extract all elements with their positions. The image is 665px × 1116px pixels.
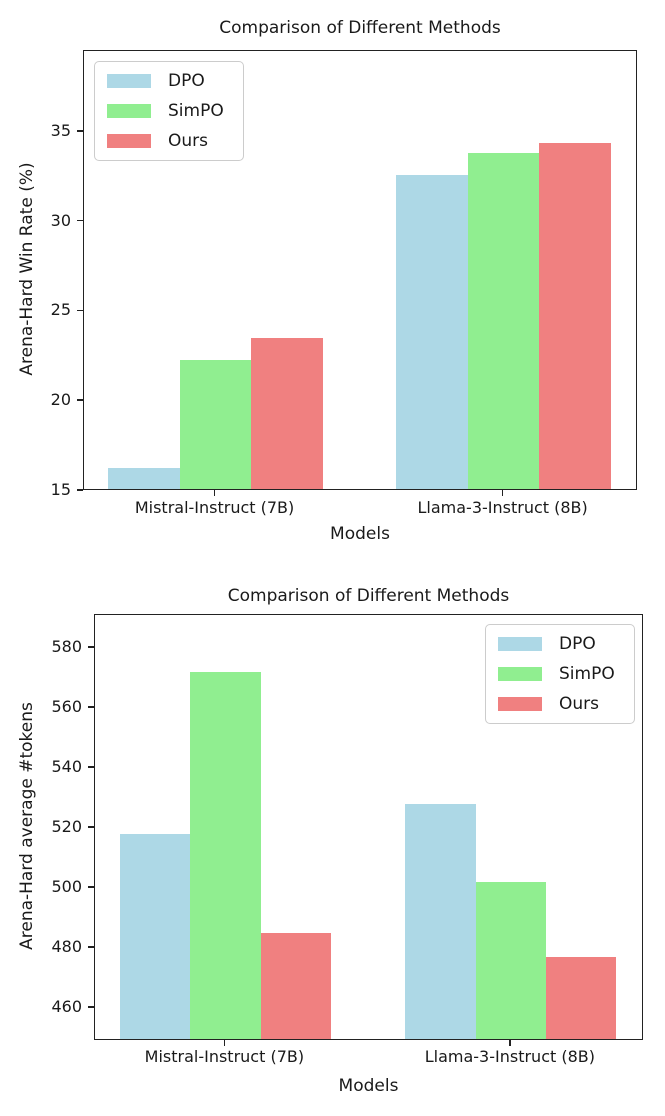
y-tick-label: 560 <box>51 697 82 716</box>
y-tick-mark <box>77 130 83 132</box>
bar-simpo-mistral <box>190 672 261 1039</box>
bar-ours-llama3 <box>546 957 617 1039</box>
y-tick-mark <box>88 1006 94 1008</box>
x-tick-label: Llama-3-Instruct (8B) <box>424 1047 595 1066</box>
y-tick-mark <box>88 946 94 948</box>
legend-label: Ours <box>168 131 209 151</box>
legend-swatch-icon <box>107 134 151 148</box>
legend-item-simpo: SimPO <box>498 664 622 684</box>
bar-simpo-mistral <box>179 359 252 489</box>
chart-title: Comparison of Different Methods <box>227 586 510 606</box>
y-axis-label: Arena-Hard Win Rate (%) <box>17 162 37 376</box>
bar-ours-mistral <box>260 933 331 1039</box>
y-tick-mark <box>88 886 94 888</box>
x-tick-label: Llama-3-Instruct (8B) <box>417 498 588 517</box>
y-tick-mark <box>77 219 83 222</box>
y-tick-label: 500 <box>51 877 82 896</box>
bar-simpo-llama3 <box>475 882 546 1039</box>
legend-swatch-icon <box>107 74 151 88</box>
legend-item-dpo: DPO <box>107 71 231 91</box>
x-tick-label: Mistral-Instruct (7B) <box>134 498 295 517</box>
y-tick-label: 460 <box>51 997 82 1016</box>
legend-item-simpo: SimPO <box>107 101 231 121</box>
y-tick-label: 20 <box>50 390 71 410</box>
y-tick-label: 480 <box>51 937 82 956</box>
legend-swatch-icon <box>498 667 542 681</box>
bar-dpo-llama3 <box>405 804 476 1039</box>
y-tick-label: 540 <box>51 757 82 776</box>
legend-label: DPO <box>168 71 205 91</box>
x-tick-mark <box>213 490 216 496</box>
y-tick-mark <box>77 309 83 312</box>
bar-ours-mistral <box>251 338 323 489</box>
y-tick-mark <box>88 766 94 768</box>
y-tick-label: 580 <box>51 637 82 656</box>
plot-area <box>83 50 637 490</box>
legend-label: Ours <box>559 694 600 714</box>
legend-swatch-icon <box>498 697 542 711</box>
legend: DPO SimPO Ours <box>94 61 244 161</box>
y-tick-label: 15 <box>50 480 71 499</box>
legend: DPO SimPO Ours <box>485 624 635 724</box>
avg-tokens-chart: Comparison of Different Methods Arena-Ha… <box>0 560 665 1116</box>
y-tick-label: 35 <box>50 120 71 140</box>
y-tick-mark <box>88 706 94 708</box>
x-axis-label: Models <box>338 1076 399 1096</box>
x-tick-label: Mistral-Instruct (7B) <box>144 1047 305 1066</box>
y-tick-mark <box>88 826 94 828</box>
y-tick-mark <box>88 646 94 648</box>
bar-dpo-llama3 <box>396 174 468 489</box>
legend-label: SimPO <box>168 101 224 121</box>
legend-swatch-icon <box>107 104 151 118</box>
bar-simpo-llama3 <box>467 153 540 489</box>
y-tick-label: 30 <box>50 210 71 230</box>
legend-item-dpo: DPO <box>498 634 622 654</box>
legend-item-ours: Ours <box>498 694 622 714</box>
y-tick-label: 25 <box>50 300 71 320</box>
legend-label: DPO <box>559 634 596 654</box>
bar-ours-llama3 <box>539 142 611 489</box>
bar-dpo-mistral <box>108 467 180 489</box>
bar-dpo-mistral <box>119 834 191 1039</box>
legend-item-ours: Ours <box>107 131 231 151</box>
x-tick-mark <box>509 1040 511 1046</box>
x-tick-mark <box>501 490 504 496</box>
y-tick-mark <box>77 399 83 401</box>
legend-swatch-icon <box>498 637 542 651</box>
y-tick-label: 520 <box>51 817 82 836</box>
chart-title: Comparison of Different Methods <box>219 18 501 38</box>
y-tick-mark <box>77 489 83 491</box>
x-axis-label: Models <box>330 524 390 544</box>
win-rate-chart: Comparison of Different Methods Arena-Ha… <box>17 18 637 544</box>
legend-label: SimPO <box>559 664 615 684</box>
x-tick-mark <box>223 1040 226 1046</box>
